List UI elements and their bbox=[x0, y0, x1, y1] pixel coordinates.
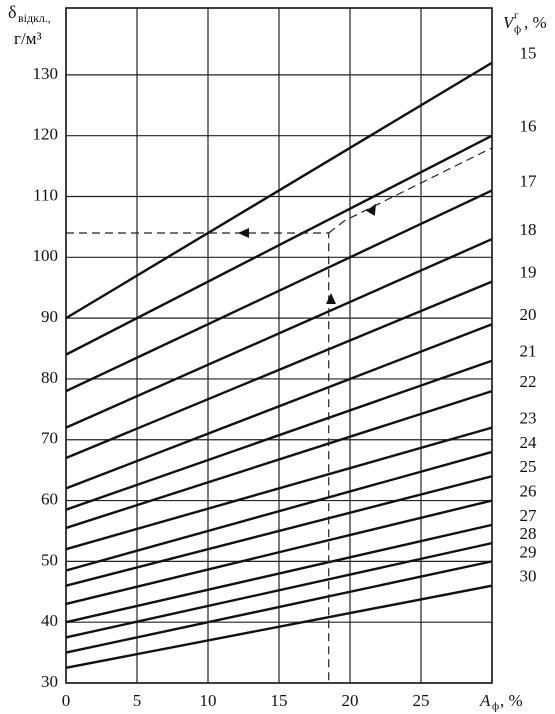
legend-subscript: ф bbox=[514, 24, 521, 36]
x-tick-label: 25 bbox=[413, 691, 430, 710]
legend-label: 18 bbox=[520, 220, 537, 239]
legend-label: 29 bbox=[520, 542, 537, 561]
series-line bbox=[65, 359, 493, 511]
y-tick-label: 120 bbox=[33, 125, 59, 144]
guide-line bbox=[328, 147, 493, 234]
series-line bbox=[65, 189, 493, 393]
legend-label: 20 bbox=[520, 305, 537, 324]
series-line bbox=[65, 426, 493, 551]
legend-symbol: V bbox=[503, 13, 516, 32]
series-line bbox=[65, 389, 493, 530]
series-line bbox=[65, 61, 493, 320]
legend-label: 23 bbox=[520, 409, 537, 428]
x-label-unit: , % bbox=[500, 691, 523, 710]
y-tick-label: 80 bbox=[41, 368, 58, 387]
legend-label: 21 bbox=[520, 342, 537, 361]
y-tick-label: 70 bbox=[41, 429, 58, 448]
y-label-unit: г/м³ bbox=[14, 29, 42, 48]
x-tick-label: 15 bbox=[271, 691, 288, 710]
y-tick-label: 30 bbox=[41, 672, 58, 691]
y-tick-label: 100 bbox=[33, 246, 59, 265]
series-line bbox=[65, 134, 493, 356]
series-line bbox=[65, 541, 493, 639]
x-label-subscript: ф bbox=[492, 701, 499, 713]
legend-label: 27 bbox=[520, 506, 538, 525]
series-line bbox=[65, 499, 493, 606]
x-tick-label: 10 bbox=[200, 691, 217, 710]
legend-label: 22 bbox=[520, 372, 537, 391]
x-axis-label: A ф , % bbox=[479, 691, 523, 713]
y-tick-label: 50 bbox=[41, 550, 58, 569]
series-line bbox=[65, 323, 493, 490]
x-tick-label: 0 bbox=[62, 691, 71, 710]
legend-label: 28 bbox=[520, 524, 537, 543]
legend-label: 26 bbox=[520, 481, 537, 500]
series-line bbox=[65, 450, 493, 572]
guide-arrow bbox=[366, 203, 376, 216]
guide-line bbox=[66, 232, 330, 683]
x-tick-label: 20 bbox=[342, 691, 359, 710]
legend-label: 25 bbox=[520, 457, 537, 476]
legend-label: 16 bbox=[520, 117, 537, 136]
series-line bbox=[65, 475, 493, 587]
legend-title: V г ф , % bbox=[503, 10, 547, 36]
legend-superscript: г bbox=[514, 10, 519, 22]
legend-label: 30 bbox=[520, 567, 537, 586]
series-line bbox=[65, 523, 493, 624]
legend-label: 17 bbox=[520, 171, 538, 190]
y-tick-label: 130 bbox=[33, 64, 59, 83]
series-line bbox=[65, 584, 493, 669]
legend-label: 15 bbox=[520, 44, 537, 63]
y-label-symbol: δ bbox=[8, 2, 16, 22]
guide-arrow bbox=[326, 293, 336, 304]
y-tick-label: 90 bbox=[41, 307, 58, 326]
y-tick-label: 110 bbox=[33, 185, 58, 204]
y-tick-label: 40 bbox=[41, 611, 58, 630]
y-tick-label: 60 bbox=[41, 489, 58, 508]
legend-label: 24 bbox=[520, 433, 538, 452]
series-line bbox=[65, 560, 493, 654]
x-tick-label: 5 bbox=[133, 691, 142, 710]
guide-arrow bbox=[238, 228, 249, 238]
legend-unit: , % bbox=[524, 13, 547, 32]
series-line bbox=[65, 280, 493, 460]
x-label-symbol: A bbox=[479, 691, 491, 710]
series-line bbox=[65, 237, 493, 429]
legend-label: 19 bbox=[520, 263, 537, 282]
y-label-subscript: відкл., bbox=[18, 11, 51, 25]
y-axis-label: δ відкл., г/м³ bbox=[8, 2, 51, 48]
